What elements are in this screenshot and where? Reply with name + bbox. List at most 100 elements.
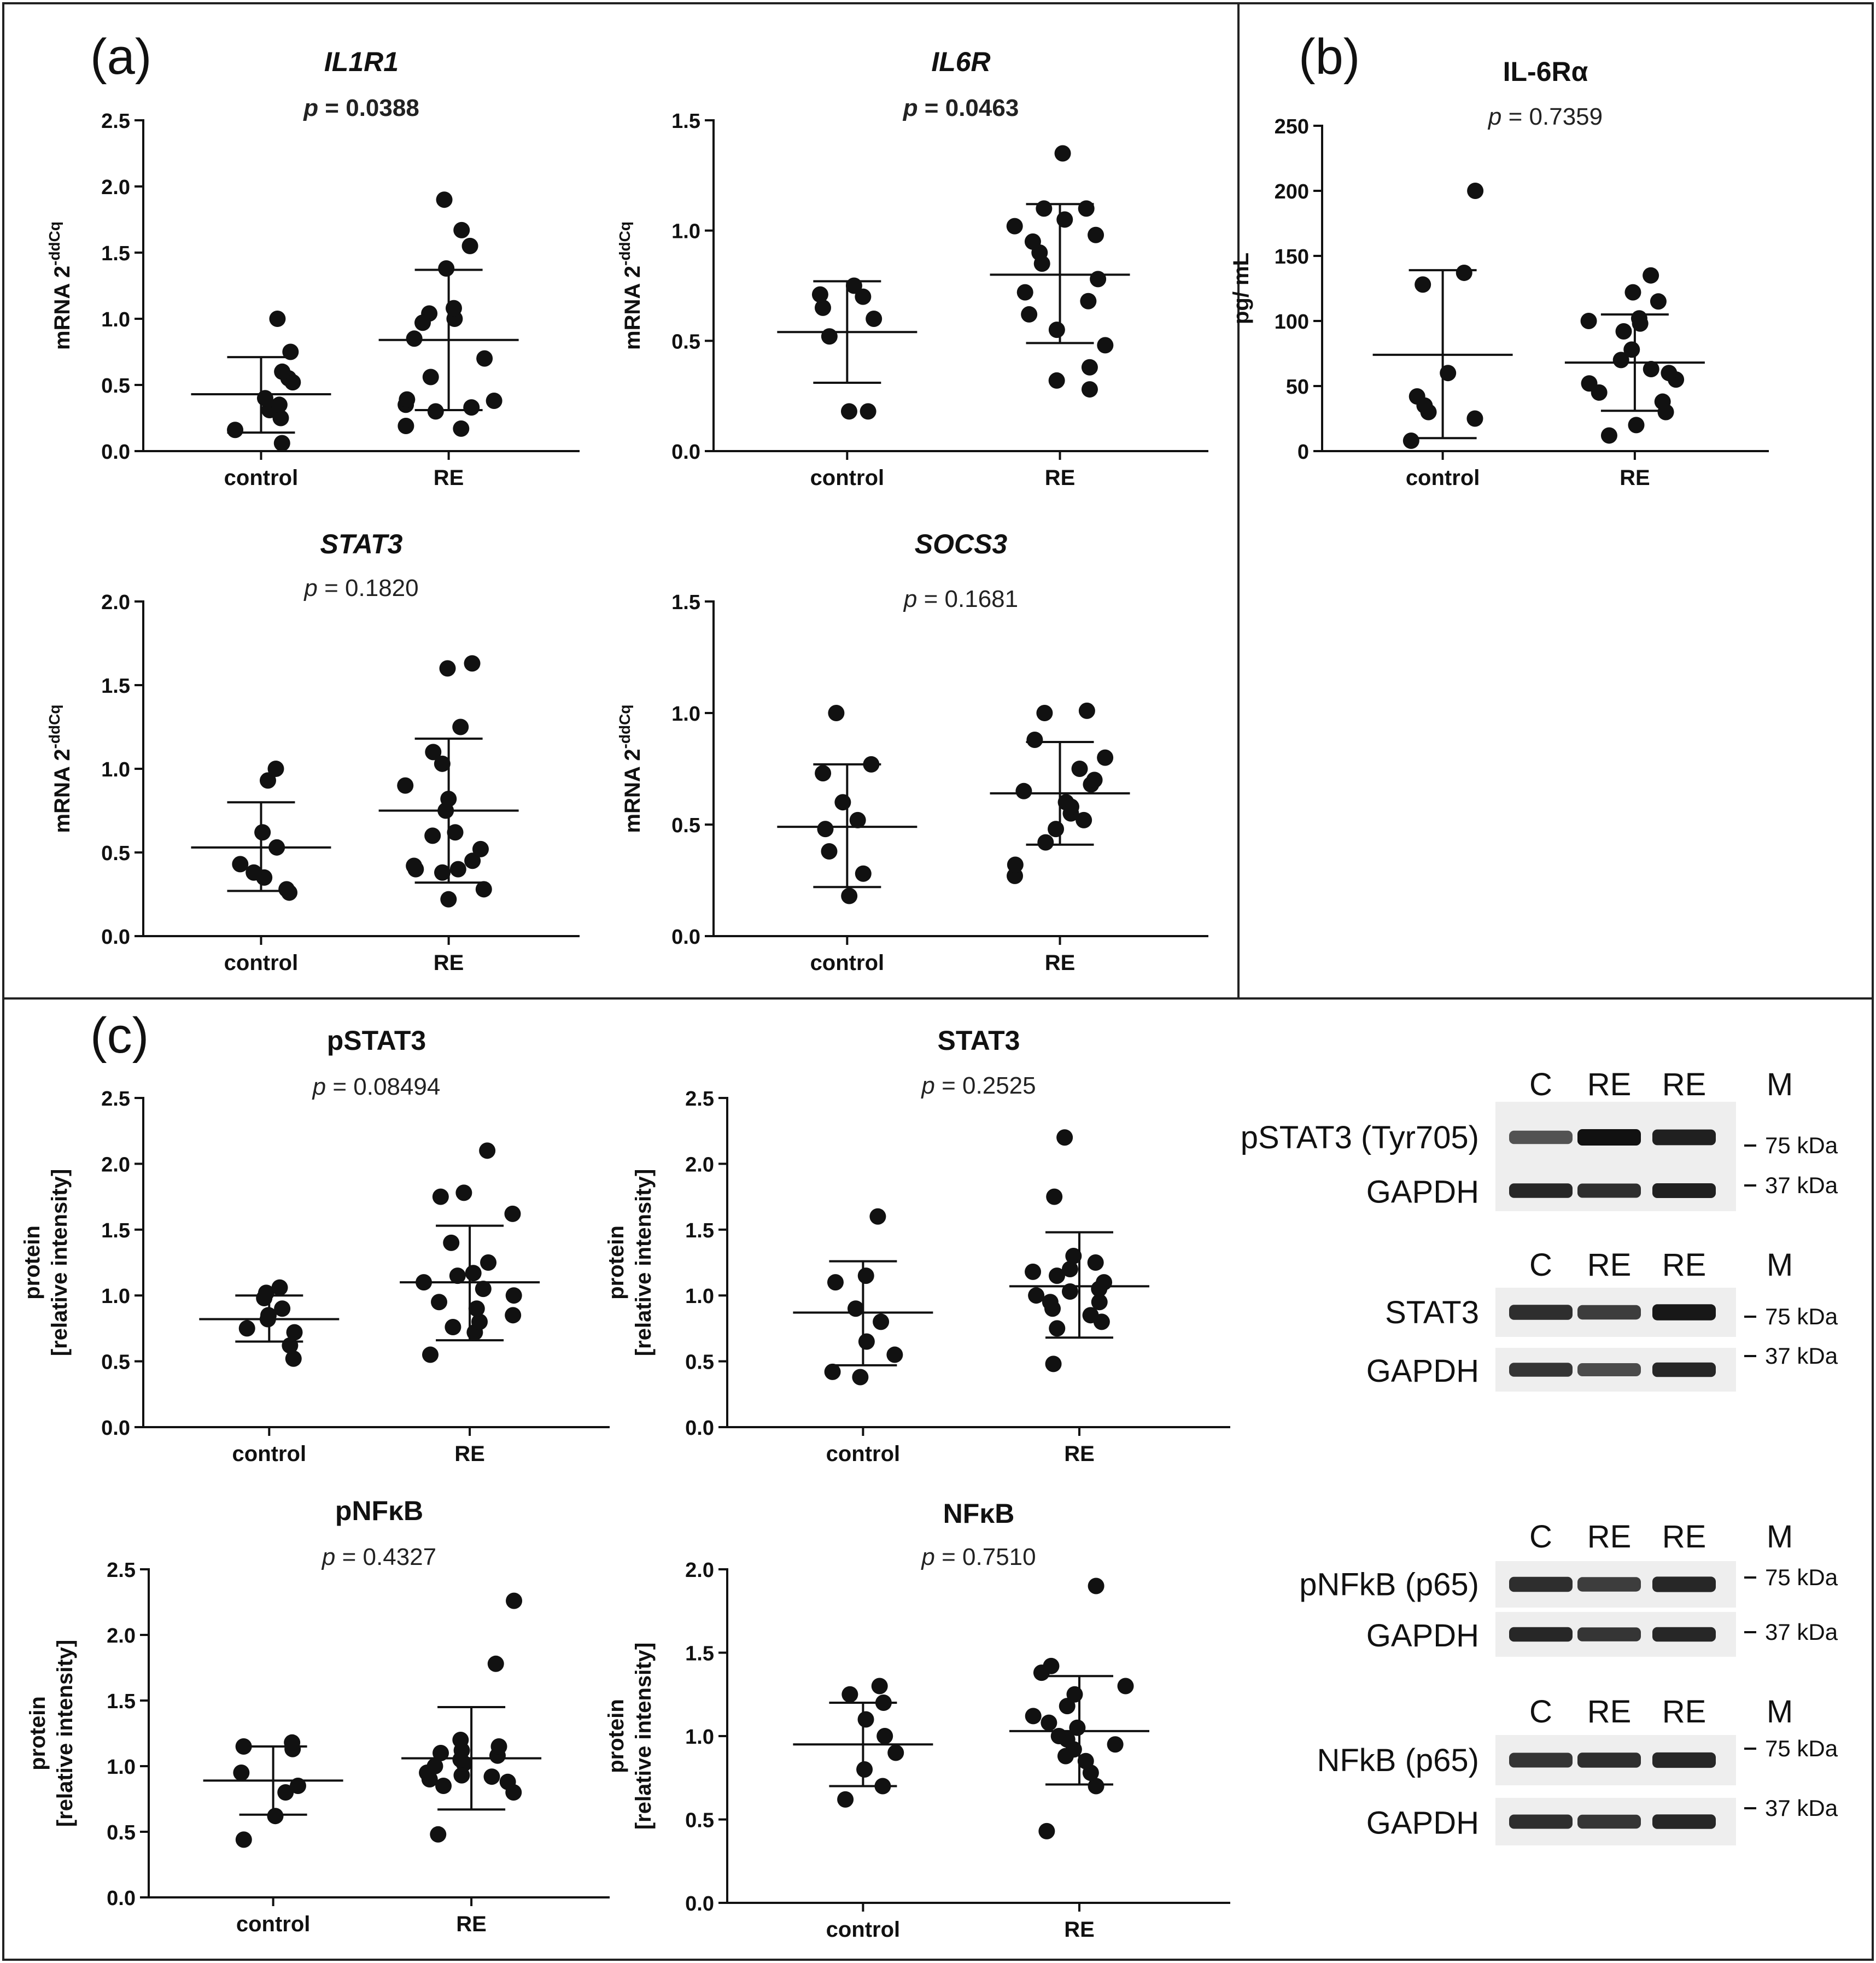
data-point-RE (1061, 1261, 1078, 1278)
y-tick-label: 1.5 (107, 1690, 136, 1713)
p-equals: = (918, 95, 945, 121)
y-tick-label: 1.5 (685, 1643, 714, 1666)
data-point-RE (1061, 1283, 1078, 1300)
data-point-control (277, 1784, 294, 1801)
data-point-RE (1059, 1698, 1076, 1715)
data-point-control (269, 311, 286, 327)
marker-label-37: 37 kDa (1765, 1795, 1838, 1821)
p-symbol: p (312, 1073, 326, 1100)
data-point-control (824, 1363, 841, 1380)
y-axis-label: mRNA 2-ddCq (46, 221, 74, 350)
data-point-RE (505, 1307, 522, 1324)
band-target (1577, 1305, 1641, 1320)
data-point-control (267, 1808, 284, 1825)
y-tick-label: 0.0 (101, 926, 130, 949)
data-point-RE (487, 1655, 504, 1672)
chart-title: STAT3 (320, 529, 403, 559)
y-axis-label: protein (604, 1225, 628, 1300)
y-axis-label: pg/ mL (1229, 253, 1253, 324)
panel-label-c: (c) (90, 1008, 149, 1064)
y-axis-label: mRNA 2-ddCq (616, 705, 645, 833)
band-loading (1577, 1814, 1641, 1829)
data-point-RE (434, 864, 451, 881)
y-tick-label: 2.0 (101, 1153, 130, 1176)
data-point-control (268, 839, 285, 856)
p-symbol: p (903, 586, 917, 612)
x-tick-label-RE: RE (434, 466, 464, 490)
data-point-RE (1026, 731, 1043, 748)
lane-label: RE (1587, 1067, 1632, 1102)
data-point-control (815, 765, 832, 782)
band-loading (1509, 1363, 1573, 1377)
panel-label-b: (b) (1299, 29, 1360, 85)
data-point-RE (438, 260, 455, 277)
y-axis-label-main: mRNA 2 (50, 749, 74, 833)
data-point-RE (1048, 821, 1065, 838)
p-value: p = 0.7510 (920, 1544, 1036, 1570)
p-equals: = (917, 586, 944, 612)
lane-label: C (1529, 1519, 1552, 1555)
data-point-RE (434, 755, 451, 772)
y-tick-label: 0.5 (685, 1351, 714, 1374)
y-tick-label: 1.0 (101, 1285, 130, 1308)
data-point-RE (1006, 218, 1023, 235)
y-tick-label: 1.5 (101, 242, 130, 265)
data-point-RE (1048, 322, 1065, 338)
data-point-RE (1088, 1778, 1104, 1795)
y-tick-label: 0.0 (101, 441, 130, 464)
band-loading (1652, 1627, 1716, 1642)
lane-label: M (1767, 1067, 1793, 1102)
data-point-control (874, 1778, 891, 1795)
data-point-RE (1043, 1657, 1060, 1674)
data-point-control (866, 311, 883, 327)
data-point-RE (1038, 1822, 1055, 1839)
p-value-number: 0.1681 (945, 586, 1019, 612)
y-axis-label-superscript: -ddCq (616, 221, 633, 266)
p-value-number: 0.08494 (353, 1073, 440, 1100)
panel-frame (1237, 2, 1874, 1000)
data-point-RE (1091, 1294, 1108, 1311)
p-value-number: 0.7359 (1529, 103, 1603, 130)
lane-label: M (1767, 1694, 1793, 1730)
band-loading (1577, 1627, 1641, 1641)
data-point-control (852, 1369, 869, 1386)
data-point-control (259, 772, 276, 789)
marker-label-75: 75 kDa (1765, 1132, 1838, 1158)
x-tick-label-control: control (810, 466, 885, 490)
y-tick-label: 1.0 (671, 220, 700, 243)
y-axis-label-main: pg/ mL (1229, 253, 1253, 324)
data-point-RE (506, 1592, 523, 1609)
data-point-RE (398, 418, 414, 435)
chart-il6r: IL6R p = 0.0463 0.0 0.5 1.0 1.5 control RE mRNA … (616, 46, 1208, 490)
y-tick-label: 0.0 (685, 1892, 714, 1915)
data-point-control (285, 1350, 302, 1367)
p-value: p = 0.2525 (920, 1072, 1036, 1099)
band-loading (1577, 1183, 1641, 1198)
data-point-control (235, 1738, 252, 1755)
data-point-control (845, 277, 862, 294)
band-target (1509, 1752, 1573, 1768)
data-point-RE (435, 1778, 452, 1794)
y-tick-label: 1.5 (685, 1219, 714, 1242)
y-tick-label: 1.0 (101, 758, 130, 781)
data-point-RE (1080, 293, 1097, 309)
data-point-control (246, 864, 262, 881)
y-axis-label: mRNA 2-ddCq (616, 221, 645, 350)
data-point-RE (1037, 834, 1054, 851)
data-point-RE (1650, 293, 1667, 310)
x-tick-label-RE: RE (434, 951, 464, 975)
data-point-RE (406, 330, 423, 347)
p-equals: = (1501, 103, 1529, 130)
x-tick-label-control: control (826, 1918, 901, 1942)
lane-label: M (1767, 1247, 1793, 1283)
x-tick-label-RE: RE (1064, 1918, 1095, 1942)
y-tick-label: 0 (1298, 441, 1309, 464)
y-tick-label: 0.0 (671, 441, 700, 464)
data-point-control (258, 1284, 274, 1301)
data-point-RE (424, 827, 441, 844)
y-tick-label: 0.5 (101, 1351, 130, 1374)
lane-label: RE (1662, 1519, 1706, 1555)
